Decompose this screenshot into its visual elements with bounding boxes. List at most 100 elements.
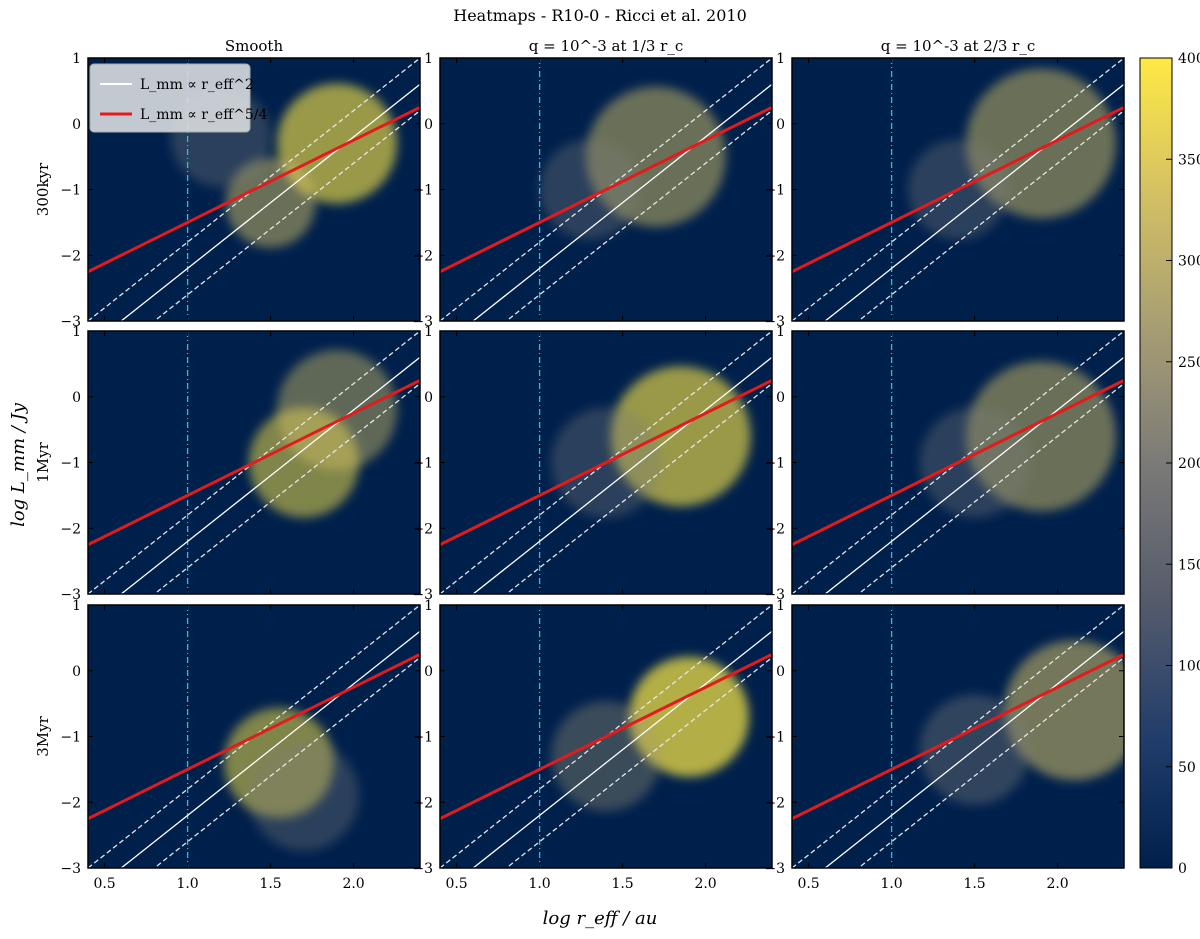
colorbar-tick-label: 0 <box>1178 861 1187 877</box>
panel-r1-c0: −3 −2 −1 0 1 1Myr <box>34 324 421 603</box>
colorbar: 0 50 100 150 200 250 300 350 400 <box>1139 51 1200 877</box>
y-tick-label: 0 <box>424 390 433 406</box>
y-tick-label: 1 <box>72 324 81 340</box>
y-tick-label: −1 <box>412 183 433 199</box>
x-tick-label: 1.0 <box>528 876 550 892</box>
colorbar-tick-label: 300 <box>1178 254 1200 270</box>
y-tick-label: −1 <box>60 456 81 472</box>
row-label: 1Myr <box>34 441 52 482</box>
y-tick-label: 1 <box>776 324 785 340</box>
colorbar-tick-label: 250 <box>1178 355 1200 371</box>
panel-r0-c2: −3 −2 −1 0 1 q = 10^-3 at 2/3 r_c <box>764 37 1125 330</box>
r54-scaling-line <box>440 105 772 274</box>
y-tick-label: −2 <box>60 795 81 811</box>
y-tick-label: 1 <box>424 324 433 340</box>
density-region <box>539 139 640 240</box>
r2-scaling-line <box>120 630 420 868</box>
offset-dashed-line <box>857 110 1124 321</box>
r54-scaling-line <box>88 652 420 821</box>
panel-r1-c2: −3 −2 −1 0 1 <box>764 324 1125 603</box>
y-tick-label: −1 <box>60 730 81 746</box>
r2-scaling-line <box>472 83 772 321</box>
y-tick-label: −1 <box>412 730 433 746</box>
y-tick-label: 0 <box>72 117 81 133</box>
y-tick-label: −2 <box>412 248 433 264</box>
y-tick-label: −3 <box>764 861 785 877</box>
colorbar-tick-label: 100 <box>1178 659 1200 675</box>
panel-r0-c0: −3 −2 −1 0 1 Smooth 300kyr <box>34 37 421 330</box>
x-tick-label: 2.0 <box>342 876 364 892</box>
r2-scaling-line <box>824 630 1124 868</box>
y-tick-label: −3 <box>412 861 433 877</box>
y-tick-label: −2 <box>764 248 785 264</box>
colorbar-tick-label: 400 <box>1178 51 1200 67</box>
row-label: 300kyr <box>34 162 52 216</box>
y-tick-label: 1 <box>776 51 785 67</box>
y-tick-label: 0 <box>776 117 785 133</box>
density-region <box>919 407 1030 518</box>
r2-scaling-line <box>824 356 1124 594</box>
r2-scaling-line <box>120 83 420 321</box>
density-region <box>1004 640 1124 781</box>
y-tick-label: −1 <box>412 456 433 472</box>
r54-scaling-line <box>88 105 420 274</box>
column-title: Smooth <box>225 37 284 55</box>
y-tick-label: −3 <box>60 587 81 603</box>
offset-dashed-line <box>857 383 1124 594</box>
y-tick-label: 1 <box>72 51 81 67</box>
x-axis-label: log r_eff / au <box>543 908 658 929</box>
y-tick-label: 0 <box>72 664 81 680</box>
y-tick-label: −3 <box>412 587 433 603</box>
r54-scaling-line <box>88 378 420 547</box>
panel-grid: −3 −2 −1 0 1 Smooth 300kyr −3 −2 −1 0 1 q = 10^-3 at… <box>34 37 1125 892</box>
panel-r0-c1: −3 −2 −1 0 1 q = 10^-3 at 1/3 r_c <box>412 37 773 330</box>
x-tick-label: 0.5 <box>93 876 115 892</box>
x-tick-label: 0.5 <box>445 876 467 892</box>
y-tick-label: 1 <box>424 51 433 67</box>
r2-scaling-line <box>472 630 772 868</box>
column-title: q = 10^-3 at 2/3 r_c <box>881 37 1035 55</box>
r2-scaling-line <box>824 83 1124 321</box>
density-region <box>551 701 661 812</box>
y-tick-label: −1 <box>764 730 785 746</box>
colorbar-tick-label: 150 <box>1178 557 1200 573</box>
y-tick-label: −2 <box>412 521 433 537</box>
colorbar-tick-label: 350 <box>1178 152 1200 168</box>
r54-scaling-line <box>792 105 1124 274</box>
x-tick-label: 1.5 <box>611 876 633 892</box>
y-tick-label: −2 <box>60 521 81 537</box>
r2-scaling-line <box>120 356 420 594</box>
y-tick-label: 0 <box>424 664 433 680</box>
y-tick-label: 1 <box>424 598 433 614</box>
y-tick-label: 1 <box>72 598 81 614</box>
r54-scaling-line <box>792 378 1124 547</box>
panel-r2-c2: −3 −2 −1 0 1 0.5 1.0 1.5 2.0 <box>764 598 1125 892</box>
y-tick-label: −3 <box>764 587 785 603</box>
x-tick-label: 2.0 <box>694 876 716 892</box>
row-label: 3Myr <box>34 715 52 756</box>
y-tick-label: −3 <box>764 314 785 330</box>
y-tick-label: 0 <box>776 390 785 406</box>
y-tick-label: −1 <box>764 183 785 199</box>
r2-scaling-line <box>472 356 772 594</box>
y-tick-label: 0 <box>776 664 785 680</box>
r54-scaling-line <box>440 378 772 547</box>
column-title: q = 10^-3 at 1/3 r_c <box>529 37 683 55</box>
density-region <box>248 740 359 851</box>
panel-r2-c1: −3 −2 −1 0 1 0.5 1.0 1.5 2.0 <box>412 598 773 892</box>
x-tick-label: 2.0 <box>1046 876 1068 892</box>
legend-label-r54: L_mm ∝ r_eff^5/4 <box>140 107 268 123</box>
legend-label-r2: L_mm ∝ r_eff^2 <box>140 77 254 93</box>
y-tick-label: 0 <box>424 117 433 133</box>
y-tick-label: 1 <box>776 598 785 614</box>
density-region <box>277 349 397 470</box>
x-tick-label: 1.5 <box>963 876 985 892</box>
panel-r1-c1: −3 −2 −1 0 1 <box>412 324 773 603</box>
y-tick-label: −2 <box>60 248 81 264</box>
offset-dashed-line <box>153 110 420 321</box>
offset-dashed-line <box>153 383 420 594</box>
colorbar-ticks: 0 50 100 150 200 250 300 350 400 <box>1166 51 1200 877</box>
x-tick-label: 1.0 <box>880 876 902 892</box>
y-tick-label: −1 <box>60 183 81 199</box>
y-tick-label: −3 <box>60 314 81 330</box>
